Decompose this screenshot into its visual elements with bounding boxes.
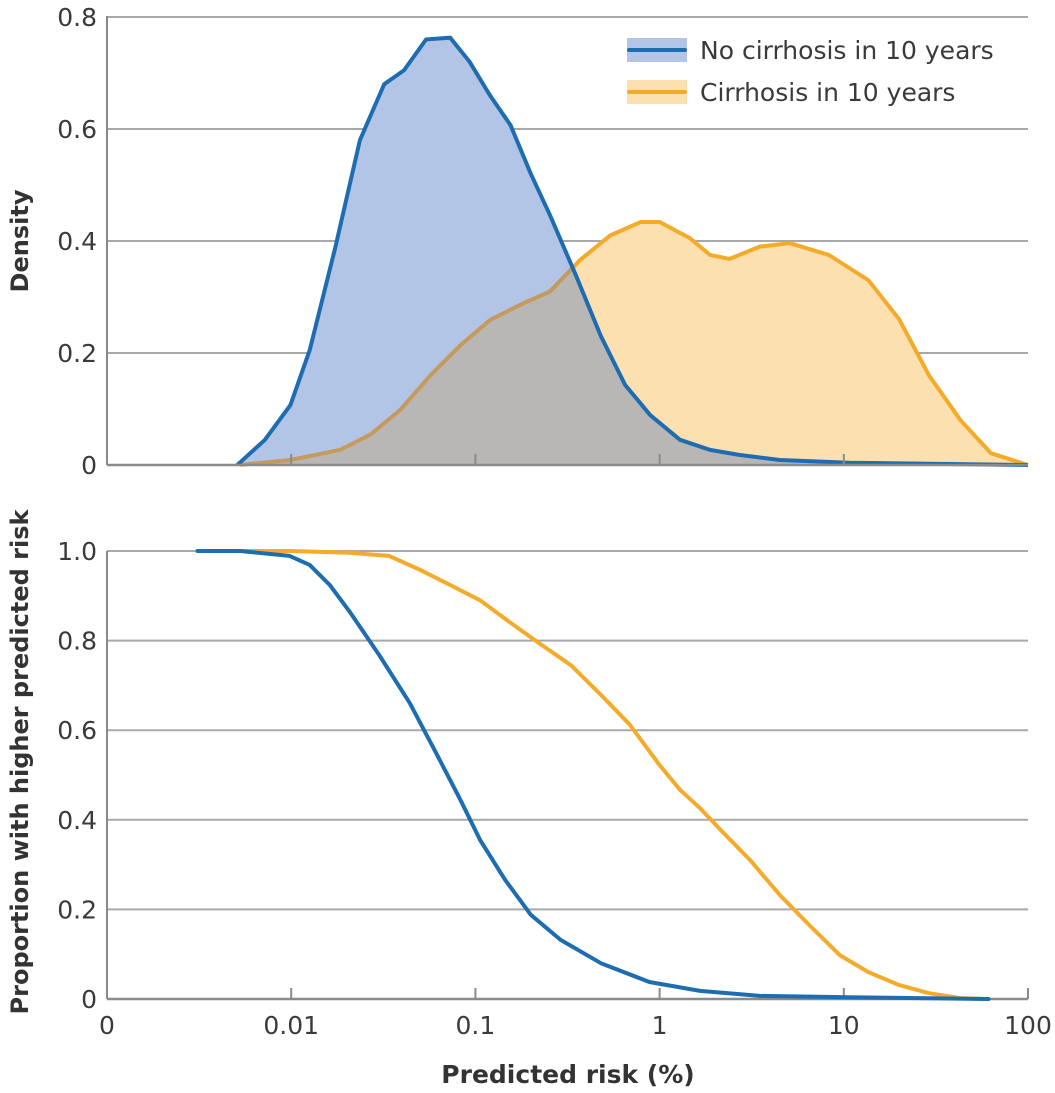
x-tick-label: 1 bbox=[652, 1011, 668, 1040]
x-axis-label: Predicted risk (%) bbox=[441, 1060, 694, 1089]
y-tick-label: 0.8 bbox=[57, 3, 97, 32]
no-cirrhosis-density-line bbox=[235, 35, 1029, 467]
bottom-y-axis-label: Proportion with higher predicted risk bbox=[6, 509, 34, 1015]
x-tick-label: 0 bbox=[99, 1011, 115, 1040]
legend: No cirrhosis in 10 years Cirrhosis in 10… bbox=[627, 36, 994, 107]
y-tick-label: 0.6 bbox=[57, 716, 97, 745]
x-tick-label: 0.1 bbox=[456, 1011, 496, 1040]
y-tick-label: 1.0 bbox=[57, 537, 97, 566]
y-tick-label: 0.6 bbox=[57, 115, 97, 144]
cirrhosis-cumulative-line bbox=[240, 549, 985, 1001]
y-tick-label: 0 bbox=[81, 451, 97, 480]
y-tick-label: 0.4 bbox=[57, 806, 97, 835]
no-cirrhosis-cumulative-line bbox=[195, 549, 991, 1001]
y-tick-label: 0.4 bbox=[57, 227, 97, 256]
y-tick-label: 0.2 bbox=[57, 339, 97, 368]
x-tick-label: 10 bbox=[828, 1011, 860, 1040]
y-tick-label: 0.2 bbox=[57, 895, 97, 924]
legend-label-cirrhosis: Cirrhosis in 10 years bbox=[700, 78, 955, 107]
density-panel: 0 0.2 0.4 0.6 0.8 bbox=[57, 3, 1029, 480]
x-tick-label: 100 bbox=[1004, 1011, 1052, 1040]
no-cirrhosis-density-area bbox=[237, 37, 1029, 465]
y-tick-label: 0 bbox=[81, 985, 97, 1014]
legend-label-no-cirrhosis: No cirrhosis in 10 years bbox=[700, 36, 994, 65]
top-y-axis-label: Density bbox=[6, 189, 34, 292]
y-tick-label: 0.8 bbox=[57, 627, 97, 656]
x-tick-label: 0.01 bbox=[263, 1011, 319, 1040]
cumulative-panel: 0 0.2 0.4 0.6 0.8 1.0 0 0.01 0.1 1 10 100 bbox=[57, 537, 1052, 1040]
